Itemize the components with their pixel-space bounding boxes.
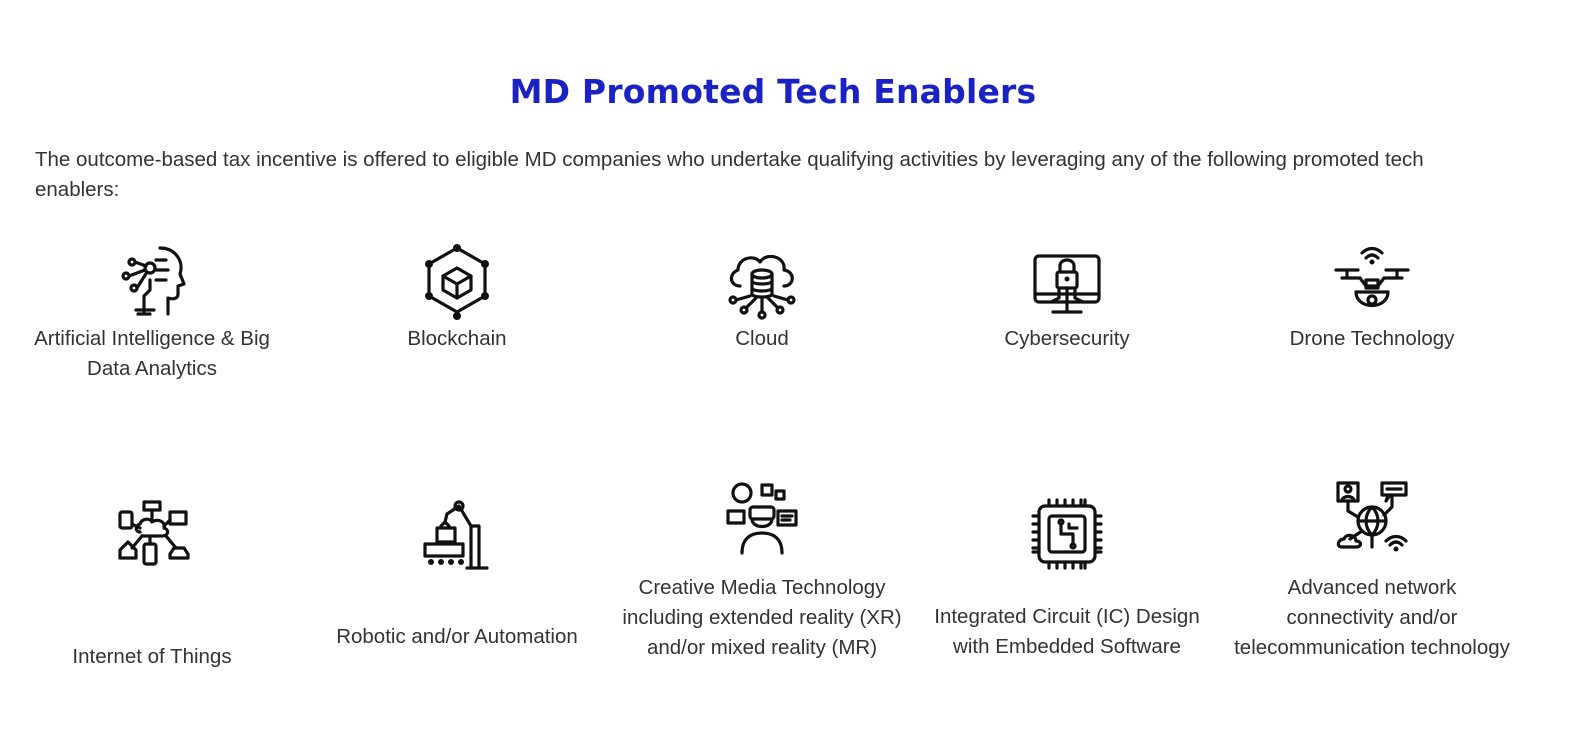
enabler-label: Internet of Things [72, 645, 232, 668]
monitor-lock-icon [1025, 240, 1109, 324]
page-title: MD Promoted Tech Enablers [509, 72, 1037, 112]
enabler-label: Creative Media Technology including exte… [622, 576, 902, 659]
cloud-database-icon [720, 240, 804, 324]
network-globe-icon [1330, 477, 1414, 561]
enabler-ic-design: Integrated Circuit (IC) Design with Embe… [927, 492, 1207, 662]
enabler-robotics: Robotic and/or Automation [317, 492, 597, 652]
enabler-label: Drone Technology [1289, 327, 1455, 350]
vr-headset-person-icon [720, 477, 804, 561]
iot-network-icon [110, 492, 194, 576]
enabler-cybersecurity: Cybersecurity [927, 240, 1207, 354]
enablers-grid: Artificial Intelligence & Big Data Analy… [0, 230, 1550, 730]
enabler-label: Robotic and/or Automation [336, 625, 578, 648]
blockchain-cube-icon [415, 240, 499, 324]
enabler-label: Cloud [735, 327, 789, 350]
enabler-drone: Drone Technology [1232, 240, 1512, 354]
enabler-blockchain: Blockchain [317, 240, 597, 354]
enabler-label: Cybersecurity [1004, 327, 1130, 350]
microchip-icon [1025, 492, 1109, 576]
enabler-cloud: Cloud [622, 240, 902, 354]
enabler-advanced-network: Advanced network connectivity and/or tel… [1232, 477, 1512, 663]
robotic-arm-icon [415, 492, 499, 576]
enabler-iot: Internet of Things [12, 492, 292, 672]
enabler-ai: Artificial Intelligence & Big Data Analy… [12, 240, 292, 384]
drone-icon [1330, 240, 1414, 324]
enabler-label: Blockchain [407, 327, 507, 350]
enabler-label: Integrated Circuit (IC) Design with Embe… [934, 605, 1200, 658]
enabler-label: Advanced network connectivity and/or tel… [1234, 576, 1510, 659]
intro-paragraph: The outcome-based tax incentive is offer… [35, 147, 1424, 201]
ai-head-icon [110, 240, 194, 324]
enabler-creative-media: Creative Media Technology including exte… [622, 477, 902, 663]
enabler-label: Artificial Intelligence & Big Data Analy… [34, 327, 270, 380]
